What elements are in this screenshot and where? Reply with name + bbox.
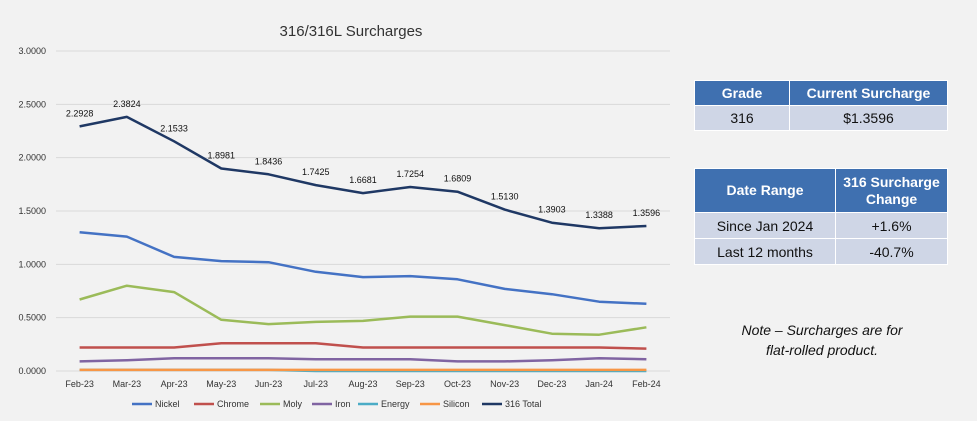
x-tick-label: Mar-23 bbox=[113, 379, 142, 389]
line-chart: 316/316L Surcharges 0.0000 0.5000 1.0000 1.… bbox=[18, 23, 670, 409]
x-tick-label: Dec-23 bbox=[537, 379, 566, 389]
grade-header: Grade bbox=[694, 80, 790, 106]
series-line-316-total bbox=[79, 115, 647, 230]
x-tick-label: May-23 bbox=[206, 379, 236, 389]
date-range-header: Date Range bbox=[694, 168, 836, 213]
y-tick-label: 0.5000 bbox=[18, 313, 46, 323]
data-label: 1.7254 bbox=[396, 169, 424, 179]
current-surcharge-header: Current Surcharge bbox=[789, 80, 948, 106]
legend-label: Moly bbox=[283, 399, 303, 409]
series-lines bbox=[79, 115, 647, 373]
data-label: 2.1533 bbox=[160, 123, 188, 133]
grade-table: Grade Current Surcharge 316 $1.3596 bbox=[694, 80, 948, 131]
y-tick-label: 1.0000 bbox=[18, 259, 46, 269]
data-label: 1.3903 bbox=[538, 205, 566, 215]
y-tick-label: 2.0000 bbox=[18, 153, 46, 163]
y-tick-label: 3.0000 bbox=[18, 46, 46, 56]
x-tick-label: Aug-23 bbox=[348, 379, 377, 389]
note-line-1: Note – Surcharges are for bbox=[741, 322, 903, 338]
grade-value: 316 bbox=[694, 105, 790, 131]
data-label: 2.2928 bbox=[66, 108, 94, 118]
legend-label: Chrome bbox=[217, 399, 249, 409]
data-label: 1.8981 bbox=[208, 151, 236, 161]
data-label: 1.6809 bbox=[444, 174, 472, 184]
range-change-value: +1.6% bbox=[835, 212, 948, 239]
surcharge-change-table: Date Range 316 Surcharge Change Since Ja… bbox=[694, 168, 948, 265]
range-change-value: -40.7% bbox=[835, 238, 948, 265]
x-tick-label: Jul-23 bbox=[304, 379, 329, 389]
data-labels: 2.2928 2.3824 2.1533 1.8981 1.8436 1.7425 1.66… bbox=[66, 99, 660, 220]
series-line-moly bbox=[79, 284, 647, 336]
legend-label: 316 Total bbox=[505, 399, 541, 409]
x-tick-label: Sep-23 bbox=[396, 379, 425, 389]
data-label: 1.3596 bbox=[633, 208, 661, 218]
x-tick-label: Apr-23 bbox=[161, 379, 188, 389]
data-label: 1.8436 bbox=[255, 156, 283, 166]
x-tick-label: Feb-23 bbox=[65, 379, 94, 389]
y-tick-label: 1.5000 bbox=[18, 206, 46, 216]
y-tick-label: 0.0000 bbox=[18, 366, 46, 376]
data-label: 1.5130 bbox=[491, 192, 519, 202]
note-line-2: flat-rolled product. bbox=[765, 342, 879, 358]
data-label: 2.3824 bbox=[113, 99, 141, 109]
data-label: 1.6681 bbox=[349, 175, 377, 185]
data-label: 1.7425 bbox=[302, 167, 330, 177]
y-axis-ticks: 0.0000 0.5000 1.0000 1.5000 2.0000 2.5000 3.00… bbox=[18, 46, 46, 376]
series-line-nickel bbox=[79, 231, 647, 306]
current-surcharge-value: $1.3596 bbox=[789, 105, 948, 131]
x-tick-label: Feb-24 bbox=[632, 379, 661, 389]
legend: Nickel Chrome Moly Iron Energy Silicon 316 Tot… bbox=[132, 399, 541, 409]
chart-title: 316/316L Surcharges bbox=[280, 23, 423, 40]
x-axis-ticks: Feb-23 Mar-23 Apr-23 May-23 Jun-23 Jul-23 Aug-… bbox=[65, 379, 660, 389]
data-label: 1.3388 bbox=[585, 210, 613, 220]
range-label: Since Jan 2024 bbox=[694, 212, 836, 239]
legend-label: Silicon bbox=[443, 399, 470, 409]
range-label: Last 12 months bbox=[694, 238, 836, 265]
legend-label: Iron bbox=[335, 399, 351, 409]
x-tick-label: Nov-23 bbox=[490, 379, 519, 389]
surcharge-change-header: 316 Surcharge Change bbox=[835, 168, 948, 213]
series-line-chrome bbox=[79, 342, 647, 350]
surcharge-note: Note – Surcharges are for flat-rolled pr… bbox=[712, 320, 932, 360]
x-tick-label: Oct-23 bbox=[444, 379, 471, 389]
legend-label: Energy bbox=[381, 399, 410, 409]
x-tick-label: Jun-23 bbox=[255, 379, 283, 389]
series-line-iron bbox=[79, 356, 647, 363]
y-tick-label: 2.5000 bbox=[18, 99, 46, 109]
legend-label: Nickel bbox=[155, 399, 180, 409]
gridlines bbox=[56, 50, 670, 372]
x-tick-label: Jan-24 bbox=[585, 379, 613, 389]
